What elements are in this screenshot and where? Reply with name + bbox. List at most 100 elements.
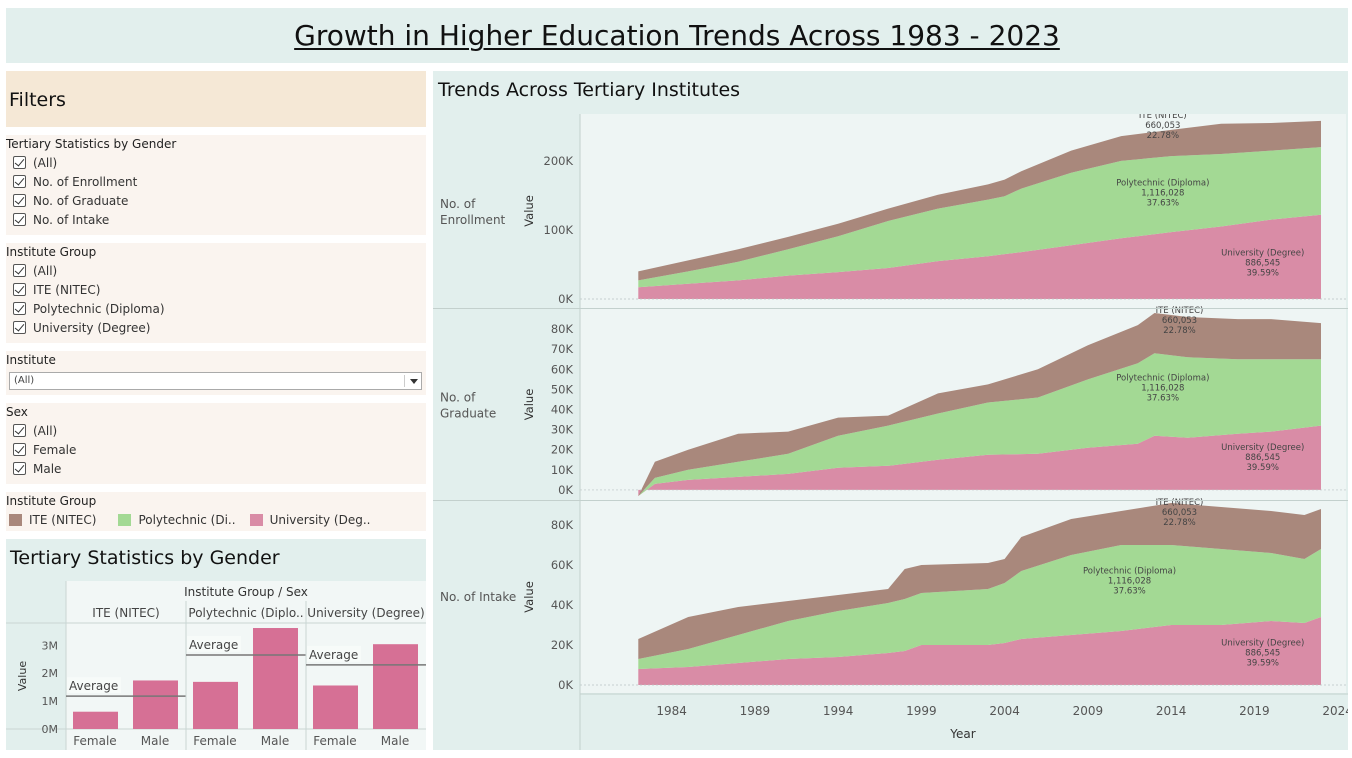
- gender-panel-title: Tertiary Statistics by Gender: [6, 539, 426, 581]
- y-tick-label: 50K: [551, 382, 574, 396]
- legend-institute-group: Institute Group ITE (NITEC) Polytechnic …: [6, 492, 426, 531]
- y-axis-label: Value: [16, 661, 29, 691]
- average-label-bg: [67, 677, 121, 694]
- y-tick-label: 0M: [42, 723, 59, 736]
- y-tick-label: 2M: [42, 667, 59, 680]
- area-polytechnic: [638, 545, 1321, 669]
- bar: [313, 685, 358, 729]
- checkbox-label: Female: [33, 442, 77, 457]
- checkbox-label: Polytechnic (Diploma): [33, 301, 165, 316]
- x-tick-label: 1989: [740, 704, 771, 718]
- filter-title: Institute: [6, 353, 56, 367]
- area-university: [638, 214, 1321, 299]
- checkbox-graduate[interactable]: No. of Graduate: [6, 191, 426, 210]
- filter-title: Tertiary Statistics by Gender: [6, 137, 177, 151]
- annotation-name: Polytechnic (Diploma): [1116, 373, 1209, 383]
- y-tick-label: 200K: [544, 154, 574, 168]
- legend-label: Polytechnic (Di..: [138, 513, 236, 527]
- annotation-value: 886,545: [1245, 259, 1280, 269]
- checkbox-all[interactable]: (All): [6, 153, 426, 172]
- area-university: [638, 617, 1321, 685]
- average-label: Average: [309, 648, 358, 662]
- checkbox-all[interactable]: (All): [6, 261, 426, 280]
- y-axis-label: Value: [522, 581, 536, 613]
- filter-sex: Sex (All) Female Male: [6, 403, 426, 484]
- y-tick-label: 0K: [558, 678, 573, 692]
- annotation-value: 660,053: [1162, 316, 1197, 326]
- trend-panel-1: 0K 10K 20K 30K 40K 50K 60K 70K 80K Value No. of Gra…: [440, 306, 1346, 500]
- annotation-name: University (Degree): [1221, 443, 1304, 453]
- checkbox-checked-icon[interactable]: [13, 194, 26, 207]
- checkbox-intake[interactable]: No. of Intake: [6, 210, 426, 229]
- y-tick-label: 40K: [551, 403, 574, 417]
- checkbox-checked-icon[interactable]: [13, 462, 26, 475]
- trend-panel-2: 0K 20K 40K 60K 80K Value No. of Intake ITE (NIT…: [440, 498, 1346, 693]
- annotation-name: ITE (NITEC): [1156, 306, 1204, 316]
- average-label-bg: [307, 645, 361, 662]
- checkbox-polytechnic[interactable]: Polytechnic (Diploma): [6, 299, 426, 318]
- filter-stats-by-gender: Tertiary Statistics by Gender (All) No. …: [6, 135, 426, 235]
- annotation-name: University (Degree): [1221, 638, 1304, 648]
- area-ite: [638, 313, 1321, 496]
- institute-dropdown[interactable]: (All): [9, 372, 422, 390]
- checkbox-university[interactable]: University (Degree): [6, 318, 426, 337]
- y-tick-label: 0K: [558, 292, 573, 306]
- filter-title: Sex: [6, 405, 28, 419]
- y-tick-label: 100K: [544, 223, 574, 237]
- x-axis-label: Year: [949, 727, 975, 741]
- bar: [193, 681, 238, 729]
- legend-item-polytechnic[interactable]: Polytechnic (Di..: [118, 513, 236, 527]
- y-tick-label: 3M: [42, 639, 59, 652]
- checkbox-label: (All): [33, 263, 58, 278]
- gender-chart-container: Institute Group / Sex 0M 1M 2M 3M Value ITE (N…: [6, 581, 426, 750]
- checkbox-checked-icon[interactable]: [13, 264, 26, 277]
- checkbox-label: No. of Enrollment: [33, 174, 138, 189]
- filters-heading: Filters: [9, 89, 66, 111]
- checkbox-checked-icon[interactable]: [13, 321, 26, 334]
- area-polytechnic: [638, 353, 1321, 496]
- trends-panel-title: Trends Across Tertiary Institutes: [438, 79, 741, 101]
- area-ite: [638, 503, 1321, 659]
- checkbox-checked-icon[interactable]: [13, 283, 26, 296]
- annotation-value: 886,545: [1245, 648, 1280, 658]
- x-tick-label: Female: [73, 734, 116, 748]
- legend-items: ITE (NITEC) Polytechnic (Di.. University…: [6, 510, 426, 530]
- checkbox-all[interactable]: (All): [6, 421, 426, 440]
- average-label: Average: [189, 638, 238, 652]
- dropdown-value: (All): [14, 375, 35, 386]
- chevron-down-icon[interactable]: [410, 379, 418, 384]
- x-tick-label: Male: [141, 734, 169, 748]
- checkbox-label: (All): [33, 423, 58, 438]
- legend-item-ite[interactable]: ITE (NITEC): [9, 513, 96, 527]
- checkbox-checked-icon[interactable]: [13, 156, 26, 169]
- x-tick-label: Male: [381, 734, 409, 748]
- checkbox-female[interactable]: Female: [6, 440, 426, 459]
- panel-label: Enrollment: [440, 213, 506, 227]
- checkbox-checked-icon[interactable]: [13, 302, 26, 315]
- legend-item-university[interactable]: University (Deg..: [249, 513, 370, 527]
- average-label: Average: [69, 679, 118, 693]
- annotation-name: ITE (NITEC): [1139, 114, 1187, 121]
- checkbox-male[interactable]: Male: [6, 459, 426, 478]
- gender-bar-chart: Institute Group / Sex 0M 1M 2M 3M Value ITE (N…: [6, 581, 426, 750]
- panel-label: No. of Intake: [440, 590, 516, 604]
- checkbox-enrollment[interactable]: No. of Enrollment: [6, 172, 426, 191]
- trends-area-chart: 0K 100K 200K Value No. of Enrollment ITE (NITE…: [433, 111, 1352, 750]
- bar: [373, 644, 418, 729]
- x-tick-label: Female: [193, 734, 236, 748]
- y-tick-label: 1M: [42, 695, 59, 708]
- annotation-pct: 39.59%: [1247, 463, 1279, 473]
- checkbox-ite[interactable]: ITE (NITEC): [6, 280, 426, 299]
- checkbox-checked-icon[interactable]: [13, 213, 26, 226]
- area-university: [638, 425, 1321, 496]
- checkbox-label: No. of Graduate: [33, 193, 129, 208]
- area-polytechnic: [638, 147, 1321, 288]
- checkbox-label: (All): [33, 155, 58, 170]
- checkbox-checked-icon[interactable]: [13, 424, 26, 437]
- checkbox-checked-icon[interactable]: [13, 443, 26, 456]
- x-tick-label: 1994: [823, 704, 854, 718]
- bar: [73, 711, 118, 729]
- checkbox-checked-icon[interactable]: [13, 175, 26, 188]
- x-tick-label: 2019: [1239, 704, 1270, 718]
- average-label-bg: [187, 635, 241, 652]
